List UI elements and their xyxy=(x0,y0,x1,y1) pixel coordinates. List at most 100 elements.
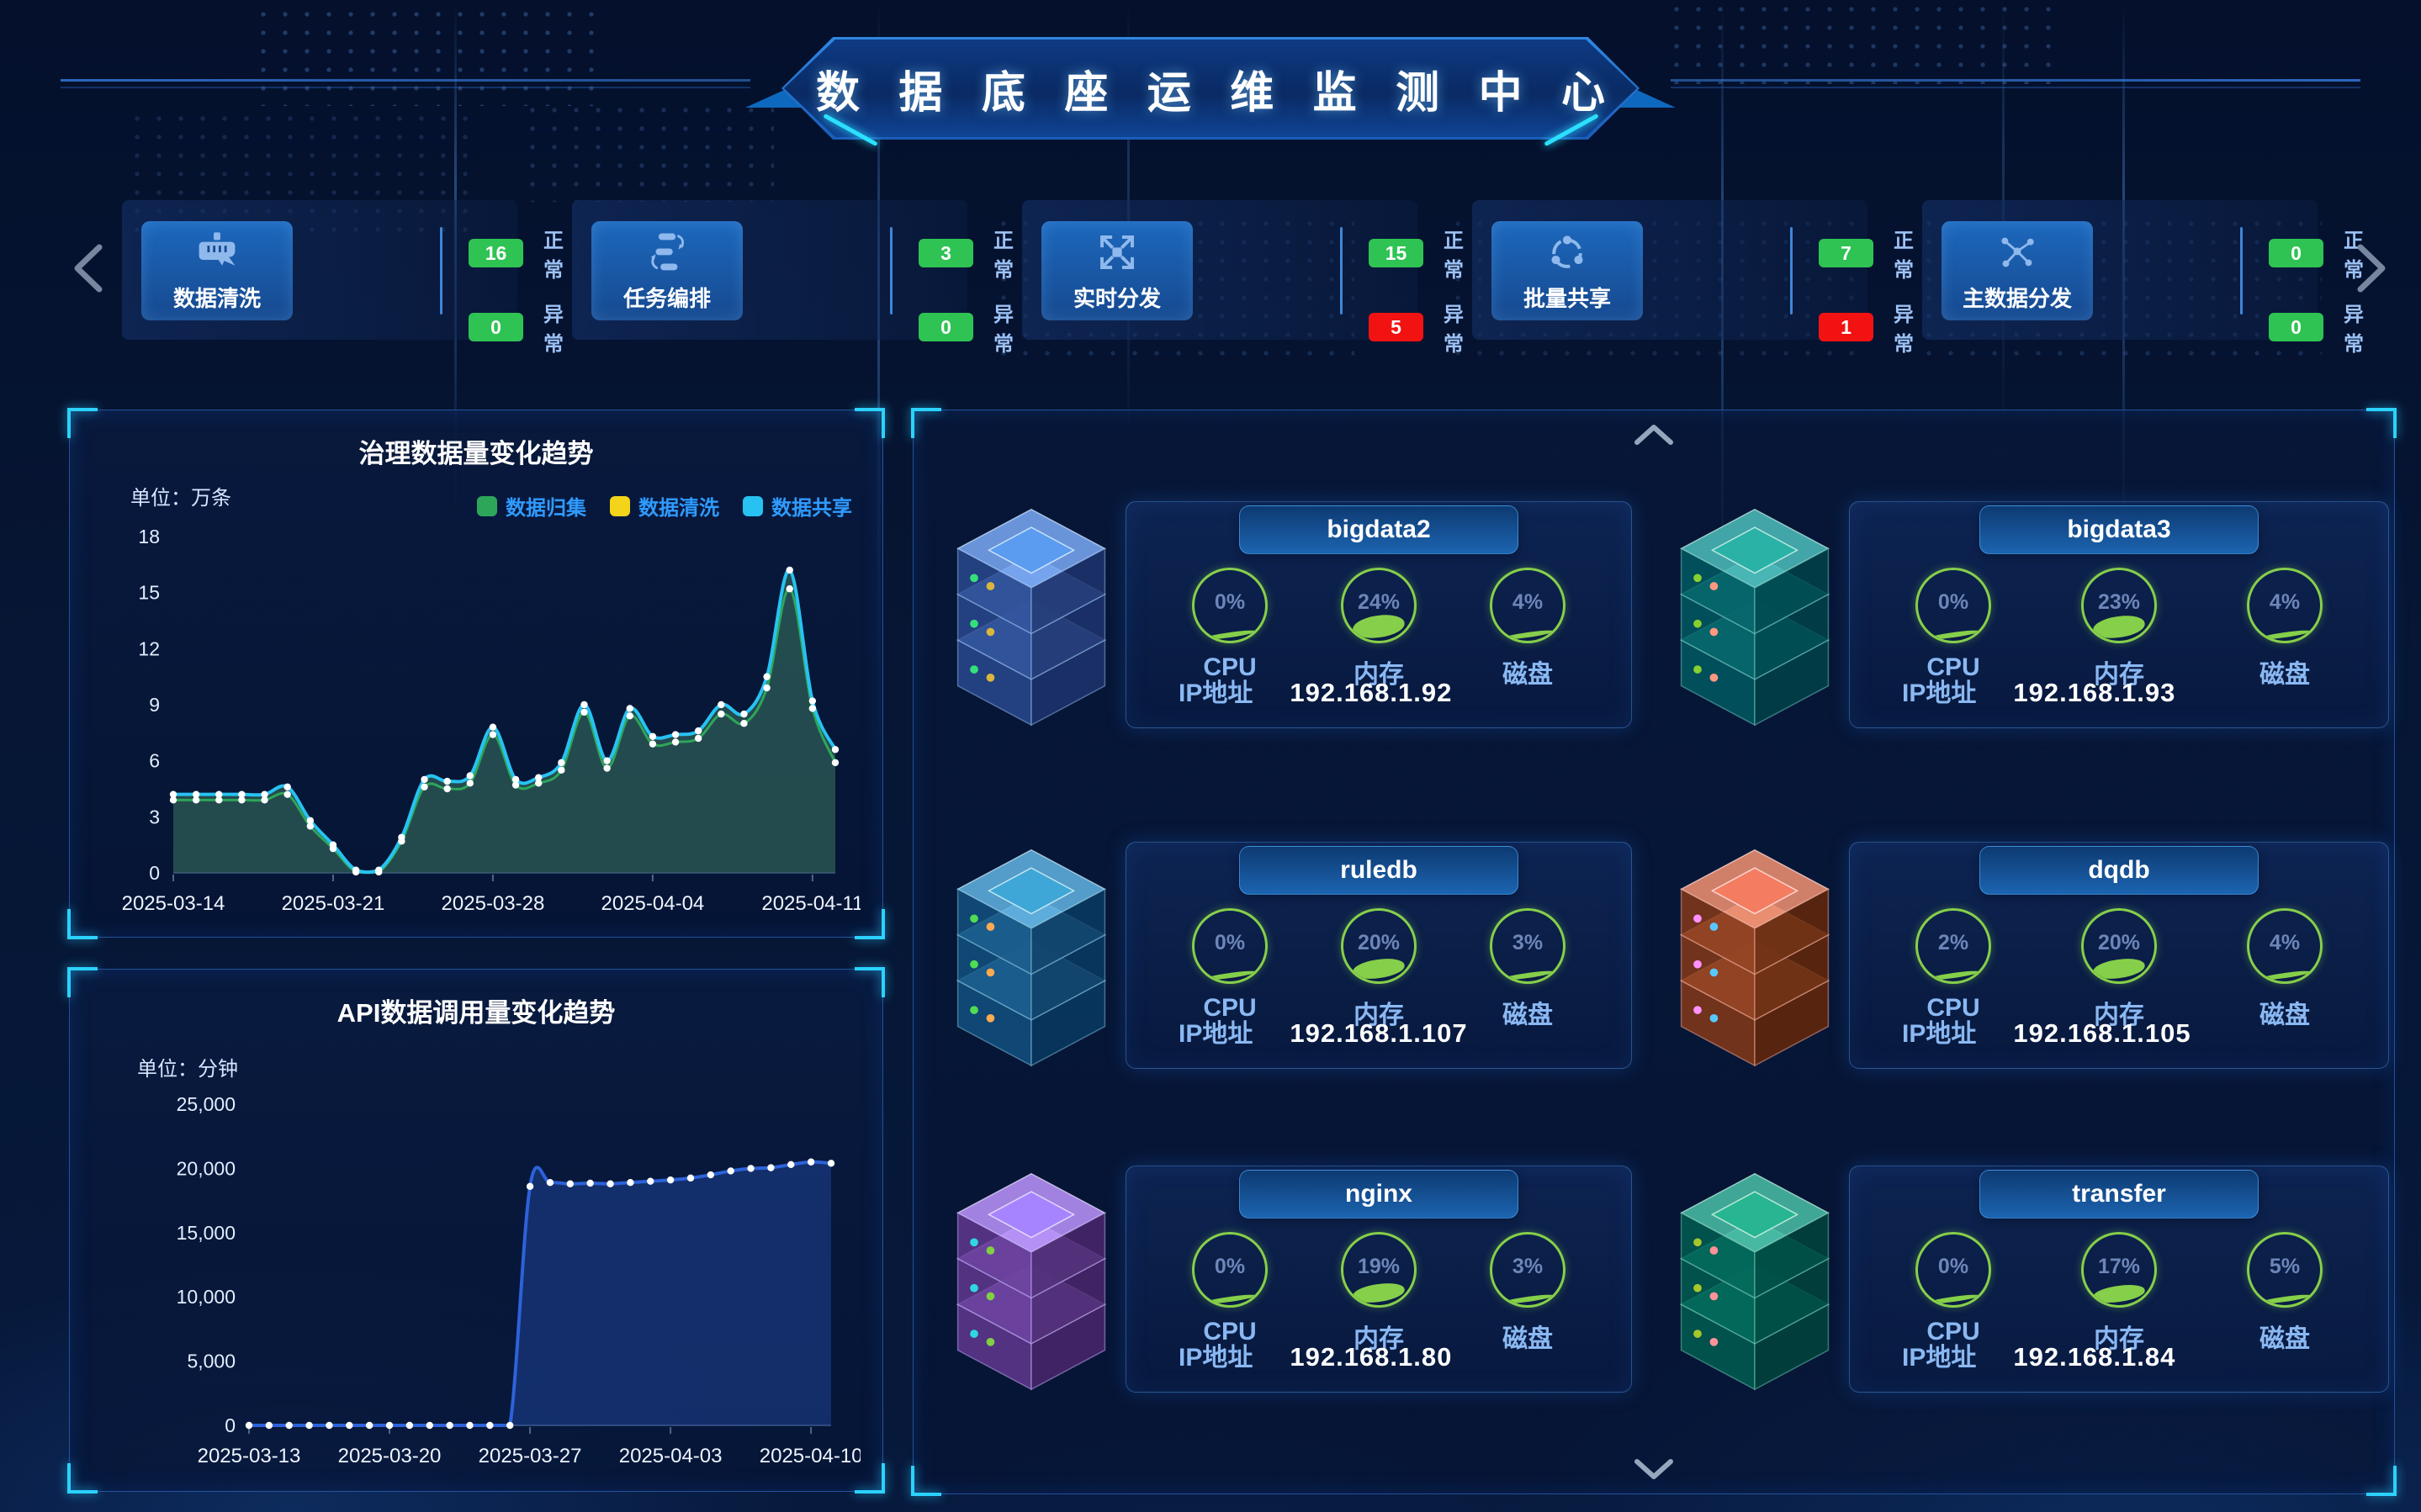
gauge: 4% 磁盘 xyxy=(2230,568,2339,690)
mem-gauge: 19% xyxy=(1341,1232,1417,1308)
gauge-percent: 0% xyxy=(1937,1255,1969,1278)
legend-item[interactable]: 数据归集 xyxy=(477,491,586,521)
api-call-trend-chart: 0 5,000 10,000 15,000 20,000 25,000 2025-03-13… xyxy=(93,1089,863,1469)
server-name: dqdb xyxy=(2088,856,2150,884)
header-line-right xyxy=(1671,79,2360,82)
gauge-label: 磁盘 xyxy=(2259,1002,2310,1029)
stats-row: 数据清洗 16 正常 0 异常 任务编排 3 正常 xyxy=(122,200,2364,356)
gauges: 0% CPU 20% 内存 3% 磁盘 xyxy=(1126,908,1631,1031)
ip-label: IP地址 xyxy=(1902,1020,1977,1048)
normal-label: 正常 xyxy=(543,230,564,282)
stat-tile-button[interactable]: 批量共享 xyxy=(1491,221,1643,320)
gauge-percent: 24% xyxy=(1357,590,1401,614)
svg-text:2025-03-28: 2025-03-28 xyxy=(442,892,545,915)
gauge-percent: 20% xyxy=(2097,931,2141,954)
divider xyxy=(890,227,893,315)
stat-tile-button[interactable]: 数据清洗 xyxy=(141,221,293,320)
stat-tile-button[interactable]: 任务编排 xyxy=(591,221,743,320)
svg-text:10,000: 10,000 xyxy=(177,1286,236,1308)
gauge: 3% 磁盘 xyxy=(1473,908,1582,1031)
gauge-label: 磁盘 xyxy=(1502,661,1553,689)
stat-badges: 16 正常 0 异常 xyxy=(469,224,576,357)
ip-label: IP地址 xyxy=(1902,1344,1977,1372)
ip-label: IP地址 xyxy=(1179,1344,1253,1372)
gauge: 5% 磁盘 xyxy=(2230,1232,2339,1355)
legend-item[interactable]: 数据共享 xyxy=(743,491,852,521)
legend-label: 数据共享 xyxy=(771,497,852,520)
svg-text:18: 18 xyxy=(138,526,160,547)
gauge-percent: 17% xyxy=(2097,1255,2141,1278)
server-row: nginx 0% CPU 19% 内存 3% 磁盘 IP地址 192.168.1… xyxy=(914,1166,2394,1393)
server-name: transfer xyxy=(2072,1180,2166,1208)
api-call-trend-panel: API数据调用量变化趋势 单位：分钟 0 5,000 10,000 15,000 20,… xyxy=(67,967,885,1493)
stats-next-button[interactable] xyxy=(2354,242,2389,294)
gauge-percent: 0% xyxy=(1214,590,1246,614)
svg-text:0: 0 xyxy=(225,1414,236,1436)
ip-label: IP地址 xyxy=(1902,679,1977,707)
governance-trend-chart: 0 3 6 9 12 15 18 2025-03-14 2025-03-21 2025-03-28… xyxy=(93,521,864,917)
gauge-label: 内存 xyxy=(2094,1325,2144,1353)
disk-gauge: 5% xyxy=(2247,1232,2323,1308)
ip-value: 192.168.1.80 xyxy=(1290,1342,1453,1372)
gauges: 0% CPU 24% 内存 4% 磁盘 xyxy=(1126,568,1631,690)
mem-gauge: 24% xyxy=(1341,568,1417,643)
legend-item[interactable]: 数据清洗 xyxy=(610,491,719,521)
abnormal-label: 异常 xyxy=(1444,304,1464,356)
stat-badges: 15 正常 5 异常 xyxy=(1369,224,1476,357)
normal-count-badge: 7 xyxy=(1819,239,1873,267)
stat-tile-button[interactable]: 主数据分发 xyxy=(1942,221,2093,320)
scroll-down-button[interactable] xyxy=(1632,1456,1676,1482)
brush-icon xyxy=(194,230,240,275)
chart-title: 治理数据量变化趋势 xyxy=(358,439,594,468)
disk-gauge: 4% xyxy=(2247,908,2323,984)
scroll-up-button[interactable] xyxy=(1632,422,1676,447)
svg-text:2025-04-11: 2025-04-11 xyxy=(761,892,861,915)
unit-label: 单位：分钟 xyxy=(137,1058,238,1081)
governance-trend-panel: 治理数据量变化趋势 单位：万条 数据归集 数据清洗 数据共享 0 3 6 9 12 15 18 2… xyxy=(67,408,885,939)
gauge: 0% CPU xyxy=(1175,568,1285,690)
gauges: 0% CPU 23% 内存 4% 磁盘 xyxy=(1850,568,2388,690)
stat-label: 数据清洗 xyxy=(172,285,261,311)
gauge: 2% CPU xyxy=(1899,908,2008,1031)
mem-gauge: 20% xyxy=(1341,908,1417,984)
gauges: 0% CPU 19% 内存 3% 磁盘 xyxy=(1126,1232,1631,1355)
server-name-tab: nginx xyxy=(1239,1170,1518,1219)
server-name-tab: dqdb xyxy=(1979,846,2259,895)
stats-prev-button[interactable] xyxy=(71,242,106,294)
stat-card: 数据清洗 16 正常 0 异常 xyxy=(122,200,564,356)
server-card: dqdb 2% CPU 20% 内存 4% 磁盘 IP地址 192.168.1.… xyxy=(1849,842,2389,1069)
gauge: 4% 磁盘 xyxy=(1473,568,1582,690)
dot-pattern xyxy=(1666,0,2061,84)
gauge-label: CPU xyxy=(1926,1318,1980,1345)
unit-label: 单位：万条 xyxy=(130,487,231,510)
disk-gauge: 4% xyxy=(1490,568,1565,643)
gauge: 20% 内存 xyxy=(2064,908,2174,1031)
abnormal-count-badge: 0 xyxy=(2269,313,2323,341)
server-icon xyxy=(947,501,1115,730)
stat-label: 任务编排 xyxy=(622,285,711,311)
gauge-label: 内存 xyxy=(2094,661,2144,689)
svg-text:9: 9 xyxy=(149,694,160,716)
normal-count-badge: 15 xyxy=(1369,239,1423,267)
abnormal-label: 异常 xyxy=(993,304,1014,356)
svg-text:2025-04-03: 2025-04-03 xyxy=(619,1445,723,1467)
svg-text:15,000: 15,000 xyxy=(177,1222,236,1244)
legend-label: 数据归集 xyxy=(506,497,586,520)
server-name: bigdata2 xyxy=(1327,515,1431,543)
gauge-label: CPU xyxy=(1926,994,1980,1022)
gauge-label: CPU xyxy=(1203,1318,1257,1345)
legend-swatch xyxy=(743,495,763,516)
stat-tile-button[interactable]: 实时分发 xyxy=(1041,221,1193,320)
server-card: ruledb 0% CPU 20% 内存 3% 磁盘 IP地址 192.168.… xyxy=(1126,842,1632,1069)
gauge: 19% 内存 xyxy=(1324,1232,1433,1355)
ip-value: 192.168.1.105 xyxy=(2013,1018,2191,1048)
ip-value: 192.168.1.92 xyxy=(1290,678,1453,707)
abnormal-count-badge: 0 xyxy=(919,313,973,341)
svg-text:2025-04-04: 2025-04-04 xyxy=(601,892,705,915)
server-card: nginx 0% CPU 19% 内存 3% 磁盘 IP地址 192.168.1… xyxy=(1126,1166,1632,1393)
disk-gauge: 4% xyxy=(2247,568,2323,643)
header-banner: 数 据 底 座 运 维 监 测 中 心 xyxy=(781,37,1640,140)
svg-text:2025-03-27: 2025-03-27 xyxy=(479,1445,582,1467)
stat-label: 批量共享 xyxy=(1523,285,1611,311)
legend-swatch xyxy=(610,495,630,516)
